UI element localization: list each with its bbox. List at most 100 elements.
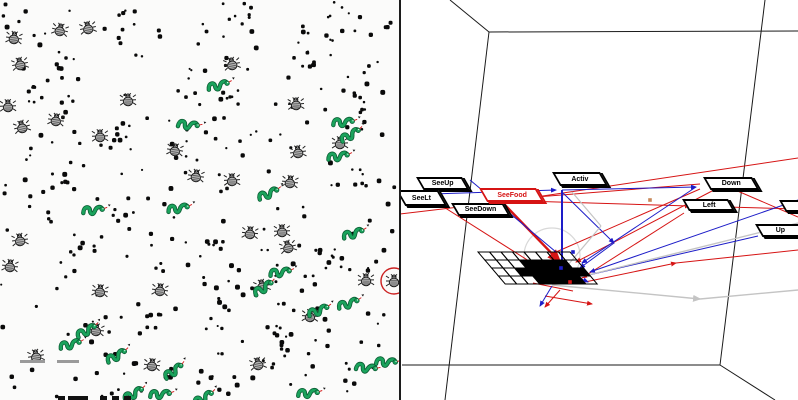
- food-speck: [340, 6, 344, 9]
- activation-marker: [568, 280, 572, 284]
- snake-sprite[interactable]: [328, 147, 355, 163]
- node-plate-seefood[interactable]: SeeFood: [479, 188, 545, 202]
- snake-sprite[interactable]: [338, 294, 364, 308]
- food-speck: [132, 9, 137, 14]
- network-edge-gray: [551, 284, 702, 302]
- food-speck: [234, 382, 240, 388]
- food-speck: [275, 263, 279, 267]
- beetle-sprite[interactable]: [280, 173, 300, 190]
- beetle-sprite[interactable]: [0, 257, 20, 274]
- food-speck: [339, 265, 343, 269]
- beetle-sprite[interactable]: [223, 172, 241, 187]
- beetle-sprite[interactable]: [150, 282, 170, 298]
- clipped-sprite-bar: [58, 396, 65, 400]
- food-speck: [360, 181, 364, 186]
- beetle-sprite[interactable]: [143, 357, 162, 372]
- food-speck: [222, 304, 228, 310]
- food-speck: [365, 311, 371, 316]
- snake-sprite[interactable]: [150, 384, 178, 400]
- food-speck: [306, 31, 310, 35]
- snake-sprite[interactable]: [298, 383, 326, 400]
- food-speck: [193, 91, 197, 95]
- node-plate-up[interactable]: Up: [755, 224, 798, 237]
- food-speck: [54, 62, 59, 67]
- food-speck: [317, 250, 322, 256]
- snake-sprite[interactable]: [209, 77, 235, 91]
- beetle-sprite[interactable]: [273, 223, 291, 238]
- food-speck: [253, 45, 259, 51]
- food-speck: [145, 325, 150, 330]
- food-speck: [137, 331, 142, 336]
- food-speck: [140, 55, 144, 58]
- food-speck: [324, 266, 328, 270]
- food-speck: [234, 284, 240, 290]
- beetle-sprite[interactable]: [119, 92, 137, 107]
- beetle-sprite[interactable]: [90, 282, 110, 299]
- beetle-sprite[interactable]: [4, 29, 24, 46]
- beetle-sprite[interactable]: [0, 98, 17, 113]
- food-speck: [238, 139, 242, 143]
- food-speck: [72, 253, 76, 257]
- beetle-sprite[interactable]: [10, 231, 30, 248]
- food-speck: [29, 367, 35, 373]
- network-panel[interactable]: SeeUp SeeLt SeeDown SeeFood Activ Down Left Up: [401, 0, 798, 400]
- weight-grid[interactable]: [476, 251, 599, 285]
- food-speck: [217, 352, 220, 355]
- food-speck: [330, 254, 334, 258]
- food-speck: [72, 268, 77, 274]
- node-plate-seedown[interactable]: SeeDown: [451, 203, 511, 216]
- food-speck: [29, 146, 33, 151]
- food-speck: [279, 133, 282, 136]
- beetle-sprite[interactable]: [385, 273, 399, 288]
- food-speck: [190, 69, 193, 72]
- beetle-sprite[interactable]: [248, 355, 268, 372]
- snake-sprite[interactable]: [258, 183, 285, 200]
- node-plate-left[interactable]: Left: [682, 199, 735, 211]
- food-speck: [204, 327, 208, 331]
- snake-sprite[interactable]: [178, 114, 206, 135]
- node-plate-seeup[interactable]: SeeUp: [416, 177, 470, 190]
- food-speck: [262, 227, 266, 231]
- node-plate-down[interactable]: Down: [703, 177, 760, 190]
- snake-sprite[interactable]: [252, 275, 280, 296]
- beetle-sprite[interactable]: [165, 141, 185, 158]
- beetle-sprite[interactable]: [46, 111, 66, 128]
- beetle-sprite[interactable]: [186, 167, 206, 184]
- grid-cell[interactable]: [577, 275, 599, 285]
- food-speck: [224, 55, 229, 61]
- food-speck: [364, 184, 368, 188]
- beetle-sprite[interactable]: [241, 225, 259, 240]
- beetle-sprite[interactable]: [91, 128, 109, 143]
- beetle-sprite[interactable]: [78, 19, 98, 36]
- snake-sprite[interactable]: [192, 385, 220, 400]
- snake-sprite[interactable]: [344, 224, 370, 238]
- food-speck: [329, 53, 332, 57]
- food-speck: [154, 266, 158, 270]
- snake-sprite[interactable]: [168, 199, 195, 215]
- network-edge-gray: [571, 191, 602, 227]
- snake-sprite[interactable]: [83, 200, 110, 217]
- network-canvas: [401, 0, 798, 400]
- food-speck: [381, 247, 387, 253]
- food-speck: [17, 19, 21, 24]
- snake-sprite[interactable]: [162, 357, 191, 378]
- food-speck: [217, 173, 221, 177]
- world-canvas[interactable]: [0, 0, 399, 400]
- food-speck: [63, 109, 68, 115]
- food-speck: [343, 378, 348, 383]
- food-speck: [28, 194, 33, 199]
- node-plate-activ[interactable]: Activ: [552, 172, 609, 186]
- beetle-sprite[interactable]: [50, 21, 70, 38]
- beetle-sprite[interactable]: [10, 55, 30, 72]
- food-speck: [59, 261, 63, 264]
- world-panel[interactable]: [0, 0, 399, 400]
- beetle-sprite[interactable]: [278, 238, 298, 255]
- snake-sprite[interactable]: [105, 344, 133, 363]
- food-speck: [124, 135, 128, 139]
- snake-sprite[interactable]: [61, 336, 87, 350]
- beetle-sprite[interactable]: [357, 272, 375, 287]
- beetle-sprite[interactable]: [12, 118, 32, 135]
- food-speck: [203, 130, 209, 135]
- food-speck: [236, 268, 242, 273]
- network-edge-red: [675, 249, 798, 264]
